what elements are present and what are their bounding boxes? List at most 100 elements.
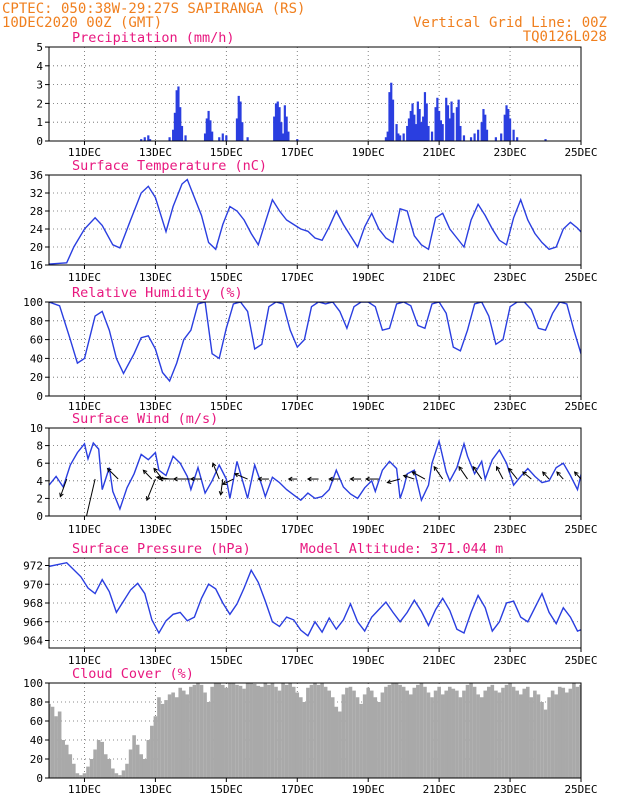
bar [139, 754, 144, 778]
bar [225, 135, 228, 141]
bar [111, 768, 115, 778]
wind-arrow-head [153, 467, 158, 473]
wind-arrow [542, 471, 550, 480]
bar [168, 137, 171, 141]
bar [224, 687, 229, 778]
bar [352, 690, 356, 778]
plot-area [49, 178, 581, 265]
bar [242, 688, 246, 778]
bar [148, 139, 152, 141]
bar [273, 116, 276, 141]
x-tick-label: 13DEC [139, 400, 172, 413]
bar [217, 683, 222, 778]
y-tick-label: 0 [36, 510, 43, 523]
y-tick-label: 4 [36, 60, 43, 73]
wind-arrow [556, 471, 564, 480]
x-tick-label: 23DEC [494, 523, 527, 536]
bar [281, 683, 285, 778]
bar [172, 129, 175, 141]
bar [184, 135, 187, 141]
bar [438, 110, 441, 141]
bar [597, 683, 601, 778]
x-tick-label: 19DEC [352, 146, 385, 159]
bar [281, 133, 285, 141]
bar [423, 686, 427, 778]
bar [390, 82, 393, 141]
panel-precip: 0 1 2 3 4 5 Precipitation (mm/h) 11DEC 13DEC 15DE… [36, 30, 597, 159]
panel-subtitle: Model Altitude: 371.044 m [300, 541, 503, 557]
bar [522, 688, 527, 778]
x-tick-label: 13DEC [139, 146, 172, 159]
x-tick-label: 11DEC [68, 654, 101, 667]
bar [480, 122, 483, 141]
bar [369, 690, 374, 778]
wind-arrow-head [541, 471, 547, 477]
bar [430, 697, 434, 778]
wind-arrow-head [472, 465, 477, 471]
bar [459, 125, 462, 141]
panel-rh: 0 20 40 60 80 100 Relative Humidity (%) 11DEC 13… [23, 285, 597, 413]
bar [125, 763, 129, 778]
bar [283, 105, 286, 141]
bar [142, 759, 147, 778]
x-tick-label: 25DEC [564, 271, 597, 284]
bar [391, 99, 395, 141]
x-tick-label: 23DEC [494, 783, 527, 796]
y-tick-label: 3 [36, 79, 43, 92]
panel-title: Cloud Cover (%) [72, 666, 194, 682]
bar [173, 112, 177, 141]
wind-arrow-head [306, 476, 312, 482]
bar [57, 711, 62, 778]
bar [192, 684, 197, 778]
bar [323, 686, 328, 778]
bar [469, 137, 473, 141]
x-tick-label: 17DEC [281, 400, 314, 413]
wind-arrow [146, 478, 156, 501]
x-tick-label: 19DEC [352, 654, 385, 667]
wind-arrow [234, 473, 248, 480]
bar [103, 754, 108, 778]
bar [423, 92, 427, 141]
y-tick-label: 36 [30, 169, 43, 182]
panel-frame [48, 46, 582, 142]
bar [399, 135, 402, 141]
y-tick-label: 970 [23, 578, 43, 591]
bar [572, 683, 576, 778]
wind-arrow-head [142, 469, 148, 475]
wind-arrow-head [106, 467, 112, 473]
bar [418, 109, 421, 141]
x-tick-label: 13DEC [139, 271, 172, 284]
series-line [49, 561, 581, 637]
panel-title: Surface Wind (m/s) [72, 411, 218, 427]
bar [397, 133, 400, 141]
y-tick-label: 5 [36, 41, 43, 54]
bar [50, 706, 55, 778]
bar [554, 694, 558, 778]
bar [252, 683, 257, 778]
y-tick-label: 4 [36, 475, 43, 488]
x-tick-label: 15DEC [210, 271, 243, 284]
bar [575, 686, 580, 778]
panel-frame [48, 301, 582, 397]
bar [160, 703, 165, 778]
bar [501, 687, 505, 778]
x-tick-label: 19DEC [352, 271, 385, 284]
bar [306, 687, 310, 778]
x-tick-label: 13DEC [139, 783, 172, 796]
bar [146, 740, 151, 778]
bar [100, 741, 104, 778]
bar [384, 137, 388, 141]
panel-wind: 0 2 4 6 8 10 Surface Wind (m/s) 11DEC 13DEC 15DEC… [30, 411, 598, 536]
bar [518, 694, 523, 778]
bar [348, 686, 353, 778]
wind-arrow [458, 466, 468, 480]
x-tick-label: 17DEC [281, 146, 314, 159]
bar [600, 687, 604, 778]
x-tick-label: 21DEC [423, 654, 456, 667]
x-tick-label: 23DEC [494, 271, 527, 284]
panel-temp: 16 20 24 28 32 36 Surface Temperature (nC) 11DE… [30, 158, 598, 284]
bar [209, 120, 212, 141]
y-tick-label: 28 [30, 205, 43, 218]
header-model: TQ0126L028 [523, 29, 607, 45]
